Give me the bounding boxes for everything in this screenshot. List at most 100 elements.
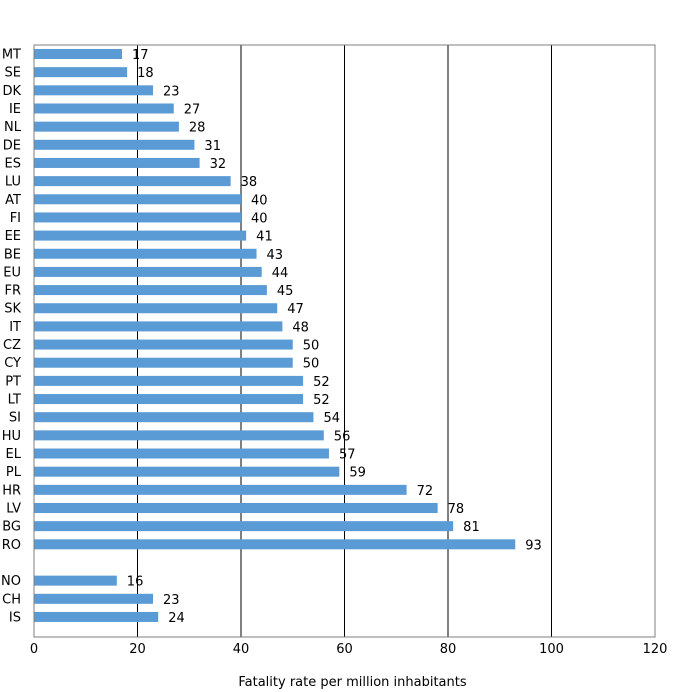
- x-tick-label-100: 100: [539, 642, 564, 657]
- category-label-CY: CY: [4, 356, 21, 371]
- x-axis-title: Fatality rate per million inhabitants: [238, 675, 466, 690]
- value-label-EU: 44: [272, 266, 289, 281]
- value-label-LV: 78: [448, 502, 465, 517]
- value-label-HR: 72: [417, 484, 434, 499]
- bar-LV: [34, 503, 438, 513]
- value-label-PL: 59: [349, 466, 366, 481]
- value-label-ES: 32: [210, 157, 227, 172]
- value-label-IT: 48: [292, 320, 309, 335]
- bars: [34, 49, 516, 622]
- value-label-MT: 17: [132, 48, 149, 63]
- value-label-CH: 23: [163, 593, 180, 608]
- category-label-NO: NO: [1, 574, 21, 589]
- bar-AT: [34, 194, 241, 205]
- x-tick-label-40: 40: [233, 642, 250, 657]
- bar-EL: [34, 448, 329, 459]
- category-label-FR: FR: [4, 284, 21, 299]
- bar-EE: [34, 230, 247, 241]
- category-label-SE: SE: [5, 66, 21, 81]
- category-label-NL: NL: [4, 120, 22, 135]
- x-tick-label-0: 0: [30, 642, 38, 657]
- category-label-SI: SI: [9, 411, 21, 426]
- bar-ES: [34, 157, 200, 168]
- bar-DK: [34, 85, 154, 96]
- bar-NL: [34, 121, 179, 132]
- category-label-DK: DK: [2, 84, 21, 99]
- bar-PL: [34, 466, 340, 477]
- category-label-EL: EL: [6, 447, 22, 462]
- bar-BE: [34, 248, 257, 259]
- bar-SI: [34, 412, 314, 423]
- bar-FI: [34, 212, 241, 223]
- bar-IT: [34, 321, 283, 332]
- bar-IE: [34, 103, 174, 114]
- category-label-EU: EU: [3, 265, 21, 280]
- category-label-IS: IS: [9, 610, 21, 625]
- bar-FR: [34, 285, 267, 296]
- bar-SK: [34, 303, 278, 314]
- category-label-LU: LU: [5, 175, 21, 190]
- value-label-DE: 31: [204, 139, 221, 154]
- category-label-ES: ES: [5, 156, 21, 171]
- x-tick-labels: 0 20 40 60 80 100 120: [30, 642, 668, 657]
- value-label-DK: 23: [163, 84, 180, 99]
- value-label-SK: 47: [287, 302, 304, 317]
- value-label-NO: 16: [127, 575, 144, 590]
- bar-NO: [34, 575, 117, 586]
- bar-LU: [34, 176, 231, 187]
- value-label-LU: 38: [241, 175, 258, 190]
- category-label-CH: CH: [2, 592, 21, 607]
- bar-LT: [34, 394, 304, 405]
- value-label-PT: 52: [313, 375, 330, 390]
- bar-DE: [34, 139, 195, 150]
- value-label-EL: 57: [339, 448, 356, 463]
- bar-EU: [34, 266, 262, 277]
- category-label-PT: PT: [5, 374, 21, 389]
- value-label-CY: 50: [303, 357, 320, 372]
- value-label-BG: 81: [463, 520, 480, 535]
- category-label-RO: RO: [2, 538, 21, 553]
- category-label-BG: BG: [2, 520, 21, 535]
- category-label-CZ: CZ: [3, 338, 21, 353]
- value-label-LT: 52: [313, 393, 330, 408]
- bar-CZ: [34, 339, 293, 350]
- value-label-BE: 43: [267, 248, 284, 263]
- category-label-LV: LV: [6, 502, 21, 517]
- bar-BG: [34, 521, 454, 532]
- bar-RO: [34, 539, 516, 550]
- x-tick-label-80: 80: [440, 642, 457, 657]
- value-label-SI: 54: [323, 411, 340, 426]
- category-label-IE: IE: [9, 102, 21, 117]
- value-label-AT: 40: [251, 193, 268, 208]
- x-tick-label-60: 60: [336, 642, 353, 657]
- bar-HU: [34, 430, 324, 441]
- value-label-FR: 45: [277, 284, 294, 299]
- category-label-PL: PL: [6, 465, 22, 480]
- bar-MT: [34, 49, 122, 59]
- value-labels: 17 18 23 27 28 31 32 38 40 40 41 43 44 45 47 48 50 50 52 52…: [127, 48, 542, 626]
- value-label-HU: 56: [334, 429, 351, 444]
- bar-SE: [34, 67, 128, 78]
- value-label-IE: 27: [184, 102, 201, 117]
- value-label-RO: 93: [525, 538, 542, 553]
- gridlines: [137, 45, 552, 637]
- category-label-DE: DE: [3, 138, 21, 153]
- category-label-FI: FI: [10, 211, 21, 226]
- category-label-MT: MT: [2, 48, 21, 63]
- bar-HR: [34, 484, 407, 495]
- value-label-EE: 41: [256, 230, 273, 245]
- bar-IS: [34, 611, 159, 622]
- category-labels: MT SE DK IE NL DE ES LU AT FI EE BE EU FR SK IT CZ CY PT LT…: [1, 48, 22, 626]
- category-label-SK: SK: [4, 302, 21, 317]
- bar-CH: [34, 593, 154, 604]
- value-label-FI: 40: [251, 211, 268, 226]
- category-label-BE: BE: [4, 247, 21, 262]
- value-label-NL: 28: [189, 121, 206, 136]
- value-label-IS: 24: [168, 611, 185, 626]
- bar-CY: [34, 357, 293, 368]
- plot-frame: [33, 44, 656, 638]
- category-label-HU: HU: [2, 429, 21, 444]
- category-label-LT: LT: [8, 393, 21, 408]
- category-label-AT: AT: [5, 193, 21, 208]
